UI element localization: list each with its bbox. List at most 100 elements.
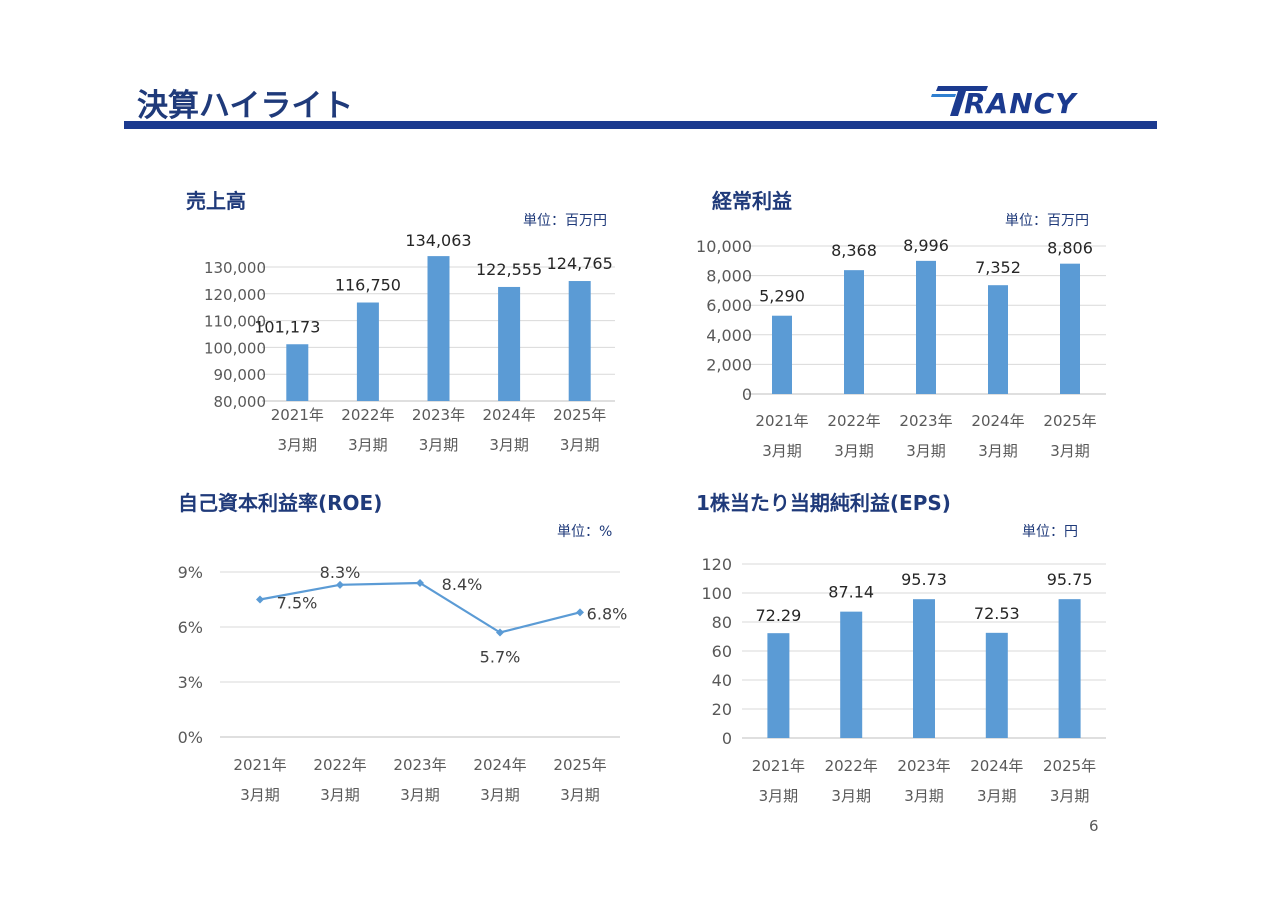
svg-text:RANCY: RANCY bbox=[964, 87, 1078, 118]
sales-data-label: 122,555 bbox=[476, 260, 542, 279]
roe-data-label: 7.5% bbox=[277, 594, 318, 613]
roe-ytick-label: 9% bbox=[178, 563, 203, 582]
sales-data-label: 124,765 bbox=[547, 254, 613, 273]
eps-data-label: 87.14 bbox=[828, 583, 874, 602]
eps-xtick-label: 2022年 bbox=[825, 757, 878, 775]
ordinary_profit-data-label: 8,368 bbox=[831, 241, 877, 260]
sales-data-label: 116,750 bbox=[335, 276, 401, 295]
eps-xtick-sublabel: 3月期 bbox=[831, 787, 871, 805]
ordinary_profit-bar bbox=[772, 315, 792, 394]
roe-xtick-label: 2025年 bbox=[553, 756, 606, 774]
unit-label-ordinary-profit: 単位：百万円 bbox=[1005, 213, 1089, 229]
roe-data-point bbox=[496, 628, 504, 637]
ordinary_profit-xtick-label: 2023年 bbox=[899, 412, 952, 430]
eps-ytick-label: 60 bbox=[712, 642, 732, 661]
eps-ytick-label: 100 bbox=[701, 584, 732, 603]
roe-data-label: 8.3% bbox=[320, 563, 361, 582]
unit-label-roe: 単位：% bbox=[557, 524, 613, 540]
sales-xtick-sublabel: 3月期 bbox=[348, 436, 388, 454]
eps-ytick-label: 120 bbox=[701, 555, 732, 574]
roe-data-label: 8.4% bbox=[442, 575, 483, 594]
eps-ytick-label: 80 bbox=[712, 613, 732, 632]
roe-data-point bbox=[256, 595, 264, 604]
eps-data-label: 72.53 bbox=[974, 604, 1020, 623]
ordinary_profit-xtick-label: 2024年 bbox=[971, 412, 1024, 430]
sales-ytick-label: 80,000 bbox=[214, 393, 267, 411]
ordinary_profit-xtick-label: 2021年 bbox=[755, 412, 808, 430]
chart-title-sales: 売上高 bbox=[186, 189, 246, 213]
roe-data-label: 6.8% bbox=[587, 604, 628, 623]
ordinary_profit-bar bbox=[988, 285, 1008, 394]
sales-bar bbox=[286, 344, 309, 401]
eps-ytick-label: 20 bbox=[712, 700, 732, 719]
ordinary_profit-bar bbox=[1060, 263, 1080, 394]
eps-xtick-label: 2021年 bbox=[752, 757, 805, 775]
roe-xtick-sublabel: 3月期 bbox=[560, 786, 600, 804]
eps-xtick-label: 2023年 bbox=[897, 757, 950, 775]
sales-ytick-label: 100,000 bbox=[204, 339, 266, 357]
ordinary_profit-ytick-label: 2,000 bbox=[706, 355, 752, 374]
eps-data-label: 72.29 bbox=[755, 606, 801, 625]
roe-xtick-label: 2023年 bbox=[393, 756, 446, 774]
eps-bar bbox=[913, 599, 935, 738]
eps-bar bbox=[985, 632, 1008, 738]
ordinary_profit-ytick-label: 4,000 bbox=[706, 326, 752, 345]
sales-xtick-sublabel: 3月期 bbox=[278, 436, 318, 454]
sales-bar bbox=[568, 281, 591, 401]
sales-ytick-label: 120,000 bbox=[204, 286, 266, 304]
ordinary_profit-xtick-label: 2022年 bbox=[827, 412, 880, 430]
company-logo: RANCY bbox=[931, 86, 1078, 118]
chart-title-roe: 自己資本利益率(ROE) bbox=[178, 491, 383, 515]
roe-data-label: 5.7% bbox=[480, 648, 521, 667]
ordinary_profit-data-label: 8,806 bbox=[1047, 239, 1093, 258]
sales-xtick-label: 2023年 bbox=[412, 406, 465, 424]
eps-data-label: 95.73 bbox=[901, 570, 947, 589]
ordinary_profit-xtick-sublabel: 3月期 bbox=[834, 442, 874, 460]
roe-xtick-sublabel: 3月期 bbox=[320, 786, 360, 804]
roe-data-point bbox=[576, 608, 584, 617]
title-underline-bar bbox=[124, 121, 1157, 129]
unit-label-eps: 単位：円 bbox=[1022, 524, 1078, 540]
eps-bar bbox=[767, 633, 790, 738]
eps-xtick-label: 2024年 bbox=[970, 757, 1023, 775]
sales-bar bbox=[427, 256, 450, 401]
roe-ytick-label: 0% bbox=[178, 728, 203, 747]
sales-ytick-label: 90,000 bbox=[214, 366, 267, 384]
roe-xtick-label: 2021年 bbox=[233, 756, 286, 774]
sales-xtick-sublabel: 3月期 bbox=[560, 436, 600, 454]
eps-xtick-sublabel: 3月期 bbox=[1050, 787, 1090, 805]
roe-xtick-label: 2022年 bbox=[313, 756, 366, 774]
ordinary_profit-ytick-label: 10,000 bbox=[696, 237, 752, 256]
eps-bar bbox=[840, 611, 863, 738]
ordinary_profit-data-label: 8,996 bbox=[903, 236, 949, 255]
ordinary_profit-xtick-sublabel: 3月期 bbox=[906, 442, 946, 460]
ordinary_profit-bar bbox=[916, 260, 936, 394]
roe-ytick-label: 3% bbox=[178, 673, 203, 692]
sales-ytick-label: 110,000 bbox=[204, 313, 266, 331]
sales-data-label: 134,063 bbox=[405, 231, 471, 250]
sales-xtick-label: 2024年 bbox=[483, 406, 536, 424]
roe-xtick-label: 2024年 bbox=[473, 756, 526, 774]
sales-xtick-sublabel: 3月期 bbox=[489, 436, 529, 454]
roe-xtick-sublabel: 3月期 bbox=[400, 786, 440, 804]
page-title: 決算ハイライト bbox=[137, 88, 354, 124]
eps-xtick-label: 2025年 bbox=[1043, 757, 1096, 775]
ordinary_profit-ytick-label: 8,000 bbox=[706, 267, 752, 286]
page-number: 6 bbox=[1089, 817, 1099, 835]
sales-xtick-sublabel: 3月期 bbox=[419, 436, 459, 454]
chart-title-ordinary-profit: 経常利益 bbox=[712, 189, 792, 213]
sales-data-label: 101,173 bbox=[254, 317, 320, 336]
ordinary_profit-ytick-label: 0 bbox=[742, 385, 752, 404]
sales-xtick-label: 2022年 bbox=[341, 406, 394, 424]
roe-xtick-sublabel: 3月期 bbox=[480, 786, 520, 804]
ordinary_profit-xtick-sublabel: 3月期 bbox=[1050, 442, 1090, 460]
eps-data-label: 95.75 bbox=[1047, 570, 1093, 589]
sales-xtick-label: 2021年 bbox=[271, 406, 324, 424]
chart-title-eps: 1株当たり当期純利益(EPS) bbox=[696, 491, 951, 515]
unit-label-sales: 単位：百万円 bbox=[523, 213, 607, 229]
eps-xtick-sublabel: 3月期 bbox=[904, 787, 944, 805]
ordinary_profit-xtick-sublabel: 3月期 bbox=[978, 442, 1018, 460]
ordinary_profit-data-label: 5,290 bbox=[759, 287, 805, 306]
sales-ytick-label: 130,000 bbox=[204, 259, 266, 277]
ordinary_profit-bar bbox=[844, 270, 864, 394]
